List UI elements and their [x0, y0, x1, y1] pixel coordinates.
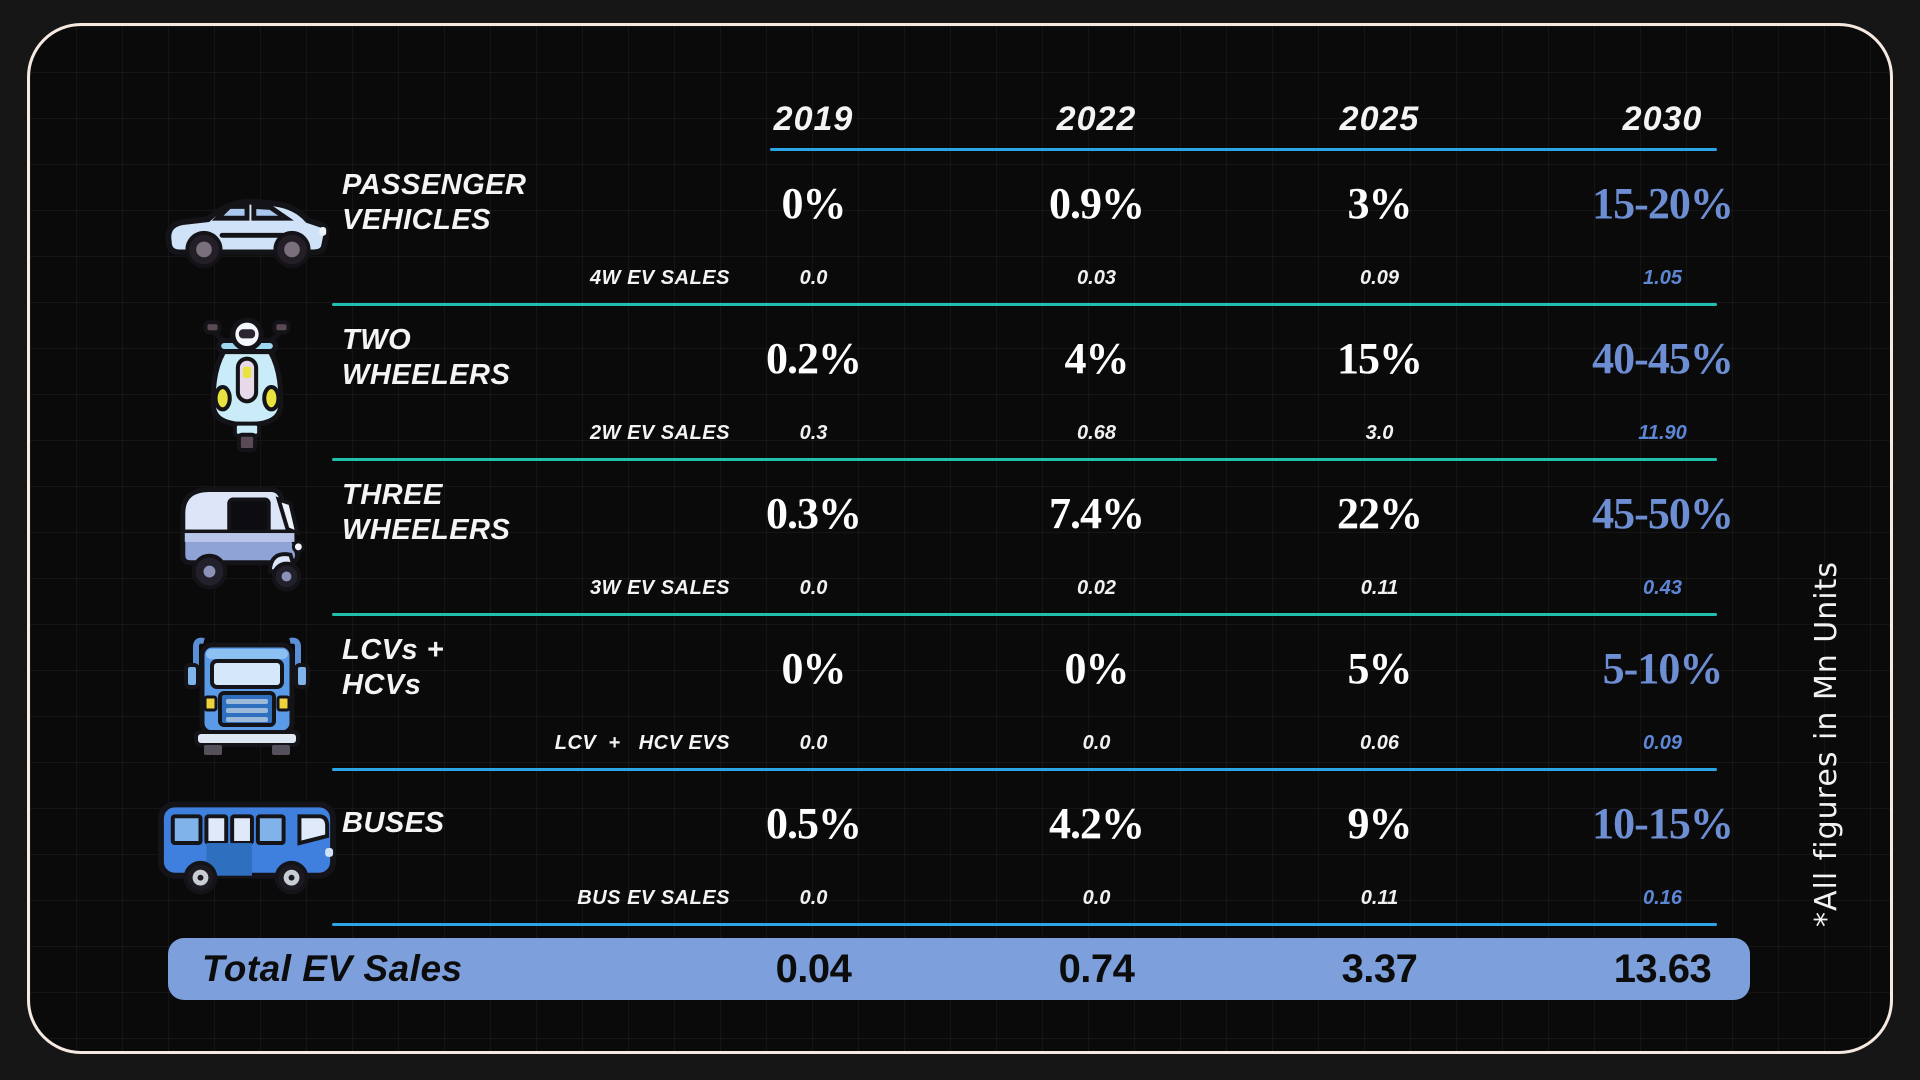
lcv-pct-2022: 0%: [1064, 643, 1130, 693]
row-two-wheelers: TWO WHEELERS 0.2% 4% 15% 40-45% 2W EV SA…: [152, 306, 1890, 461]
row-separator: [332, 303, 1717, 306]
pv-sales-2030: 1.05: [1643, 266, 1682, 289]
2w-pct-2022: 4%: [1064, 333, 1130, 383]
category-name: LCVs + HCVs: [342, 634, 445, 701]
category-name: THREE WHEELERS: [342, 479, 511, 546]
year-header-2025: 2025: [1339, 99, 1420, 138]
bus-pct-2025: 9%: [1347, 798, 1413, 848]
2w-sales-2022: 0.68: [1077, 421, 1116, 444]
2w-pct-2019: 0.2%: [766, 333, 862, 383]
2w-sales-label: 2W EV SALES: [590, 421, 730, 444]
row-three-wheelers: THREE WHEELERS 0.3% 7.4% 22% 45-50% 3W E…: [152, 461, 1890, 616]
row-separator: [332, 923, 1717, 926]
pv-sales-2022: 0.03: [1077, 266, 1116, 289]
bus-sales-2025: 0.11: [1360, 886, 1399, 909]
lcv-sales-2030: 0.09: [1643, 731, 1682, 754]
pv-sales-2019: 0.0: [799, 266, 828, 289]
3w-pct-2030: 45-50%: [1592, 488, 1734, 538]
total-2022: 0.74: [1058, 946, 1135, 991]
truck-icon: [152, 616, 342, 766]
year-header-row: 2019 2022 2025 2030: [152, 90, 1890, 148]
bus-pct-2022: 4.2%: [1049, 798, 1145, 848]
3w-sales-2030: 0.43: [1643, 576, 1682, 599]
bus-icon: [152, 771, 342, 921]
3w-pct-2022: 7.4%: [1049, 488, 1145, 538]
row-separator: [332, 458, 1717, 461]
category-name: TWO WHEELERS: [342, 324, 511, 391]
bus-sales-2019: 0.0: [799, 886, 828, 909]
pv-sales-2025: 0.09: [1360, 266, 1399, 289]
car-icon: [152, 151, 342, 301]
2w-sales-2025: 3.0: [1365, 421, 1394, 444]
category-name: PASSENGER VEHICLES: [342, 169, 527, 236]
total-ev-sales-bar: Total EV Sales 0.04 0.74 3.37 13.63: [168, 938, 1750, 1000]
bus-sales-2022: 0.0: [1082, 886, 1111, 909]
pv-sales-label: 4W EV SALES: [590, 266, 730, 289]
total-label: Total EV Sales: [202, 948, 463, 989]
bus-pct-2019: 0.5%: [766, 798, 862, 848]
3w-sales-2022: 0.02: [1077, 576, 1116, 599]
3w-sales-label: 3W EV SALES: [590, 576, 730, 599]
3w-sales-2025: 0.11: [1360, 576, 1399, 599]
lcv-pct-2019: 0%: [781, 643, 847, 693]
year-header-2019: 2019: [773, 99, 854, 138]
lcv-sales-2019: 0.0: [799, 731, 828, 754]
row-separator: [332, 768, 1717, 771]
row-separator: [332, 613, 1717, 616]
category-name: BUSES: [342, 806, 445, 839]
lcv-sales-2025: 0.06: [1360, 731, 1399, 754]
3w-pct-2025: 22%: [1337, 488, 1423, 538]
lcv-pct-2025: 5%: [1347, 643, 1413, 693]
infographic-card: 2019 2022 2025 2030: [27, 23, 1893, 1054]
total-2030: 13.63: [1613, 946, 1712, 991]
lcv-sales-label: LCV + HCV EVS: [554, 731, 730, 754]
3w-sales-2019: 0.0: [799, 576, 828, 599]
bus-sales-label: BUS EV SALES: [577, 886, 730, 909]
row-buses: BUSES 0.5% 4.2% 9% 10-15% BUS EV SALES 0…: [152, 771, 1890, 926]
bus-pct-2030: 10-15%: [1592, 798, 1734, 848]
year-header-2022: 2022: [1056, 99, 1137, 138]
row-passenger-vehicles: PASSENGER VEHICLES 0% 0.9% 3% 15-20% 4W …: [152, 151, 1890, 306]
rickshaw-icon: [152, 461, 342, 611]
scooter-icon: [152, 306, 342, 456]
lcv-pct-2030: 5-10%: [1602, 643, 1724, 693]
3w-pct-2019: 0.3%: [766, 488, 862, 538]
pv-pct-2022: 0.9%: [1049, 178, 1145, 228]
pv-pct-2030: 15-20%: [1592, 178, 1734, 228]
2w-pct-2025: 15%: [1337, 333, 1423, 383]
total-2025: 3.37: [1341, 946, 1418, 991]
header-underline: [770, 148, 1717, 151]
2w-sales-2019: 0.3: [799, 421, 828, 444]
table-content: 2019 2022 2025 2030: [30, 26, 1890, 1051]
2w-sales-2030: 11.90: [1638, 421, 1687, 444]
row-lcv-hcv: LCVs + HCVs 0% 0% 5% 5-10% LCV + HCV EVS…: [152, 616, 1890, 771]
lcv-sales-2022: 0.0: [1082, 731, 1111, 754]
pv-pct-2025: 3%: [1347, 178, 1413, 228]
units-note: *All figures in Mn Units: [1809, 561, 1844, 927]
year-header-2030: 2030: [1622, 99, 1703, 138]
bus-sales-2030: 0.16: [1643, 886, 1682, 909]
2w-pct-2030: 40-45%: [1592, 333, 1734, 383]
total-2019: 0.04: [775, 946, 852, 991]
pv-pct-2019: 0%: [781, 178, 847, 228]
